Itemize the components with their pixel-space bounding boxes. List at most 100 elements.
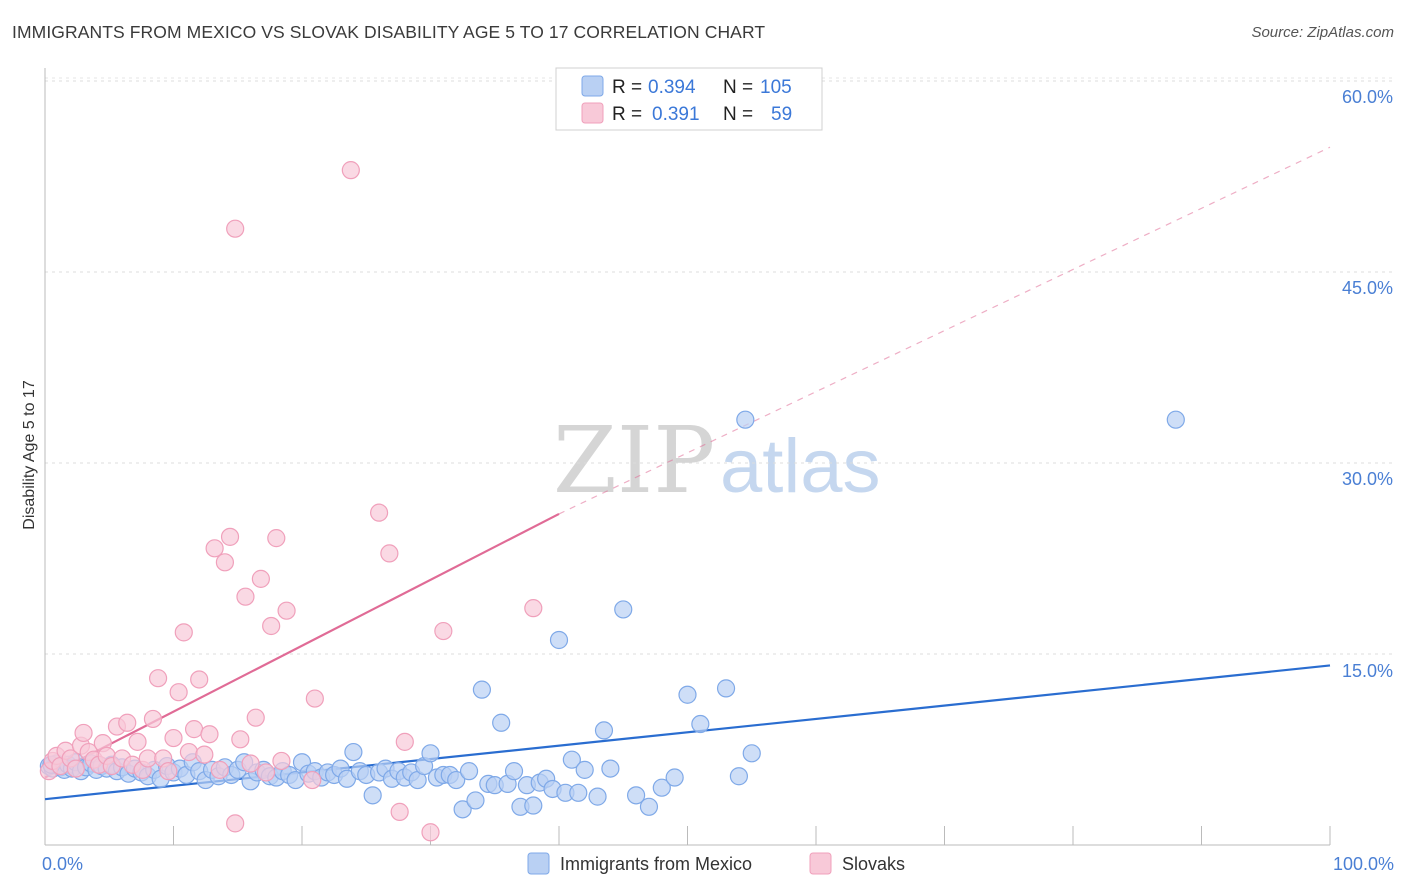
legend-swatch-mexico [581,75,604,97]
slovak-point [226,814,245,833]
mexico-point [601,759,620,778]
slovak-point [128,732,147,751]
mexico-point [492,713,511,732]
legend-r-label-mexico: R = [612,77,642,98]
slovak-point [159,762,178,781]
series-slovaks [39,161,543,842]
chart-title: IMMIGRANTS FROM MEXICO VS SLOVAK DISABIL… [12,22,766,42]
slovak-point [210,760,229,779]
legend-swatch-slovaks [581,102,604,124]
mexico-point [562,750,581,769]
slovak-point [220,527,240,546]
y-tick-label-30: 30.0% [1342,469,1393,489]
mexico-point [588,787,607,806]
chart-source: Source: ZipAtlas.com [1251,24,1394,41]
mexico-point [575,760,594,779]
slovak-point [370,503,389,522]
y-axis-label: Disability Age 5 to 17 [21,380,38,530]
slovak-point [184,720,204,739]
slovak-point [195,745,214,764]
slovak-point [118,713,137,732]
mexico-point [678,685,697,704]
mexico-point [691,714,710,734]
slovak-point [66,759,85,778]
x-tick-label-min: 0.0% [42,854,83,874]
slovak-point [179,742,199,762]
slovak-point [305,689,324,708]
legend-n-mexico: 105 [760,77,792,98]
data-points [39,161,1185,842]
slovak-point [267,529,286,548]
slovak-point [148,669,168,688]
y-tick-label-45: 45.0% [1342,278,1393,298]
legend-box: R = 0.394 N = 105 R = 0.391 N = 59 [555,67,823,131]
mexico-point [665,768,684,787]
legend-n-slovaks: 59 [771,104,792,125]
slovak-point [241,754,260,773]
slovak-point [143,709,163,729]
legend-n-label-mexico: N = [723,77,753,98]
mexico-point [594,721,614,740]
slovak-point [395,732,414,751]
slovak-point [138,749,157,768]
grid [45,77,1395,655]
legend-r-slovaks: 0.391 [652,104,700,125]
slovak-point [277,601,296,620]
mexico-point [524,796,543,815]
y-tick-label-60: 60.0% [1342,87,1393,107]
slovak-point [231,730,250,749]
slovak-point [390,802,409,821]
mexico-point [453,800,472,819]
y-tick-label-15: 15.0% [1342,661,1393,681]
slovak-point [164,728,183,748]
mexico-point [344,742,363,762]
trend-line-slovaks [44,512,560,779]
legend-r-label-slovaks: R = [612,104,642,125]
bottom-legend-label-mexico: Immigrants from Mexico [560,854,752,874]
mexico-point [459,762,479,781]
slovak-point [421,823,440,842]
slovak-point [256,763,276,782]
mexico-point [466,791,485,810]
slovak-point [380,544,399,563]
mexico-point [614,600,633,619]
mexico-point [569,783,588,802]
slovak-point [341,161,360,180]
axes [44,68,1331,846]
mexico-point [421,744,440,763]
mexico-point [363,786,382,805]
mexico-point [549,630,569,650]
x-tick-label-max: 100.0% [1333,854,1394,874]
slovak-point [169,683,188,702]
mexico-point [652,778,671,797]
slovak-point [215,553,234,572]
slovak-point [190,670,209,689]
slovak-point [434,621,453,641]
slovak-point [272,751,291,771]
mexico-point [729,767,749,786]
slovak-point [251,569,270,588]
mexico-point [736,410,755,429]
mexico-point [742,744,761,763]
slovak-point [205,539,224,558]
bottom-legend: Immigrants from Mexico Slovaks [527,852,905,875]
slovak-point [226,219,245,238]
slovak-point [236,587,255,606]
trend-extension-slovaks [558,146,1331,515]
mexico-point [1166,410,1185,429]
mexico-point [639,797,659,816]
mexico-point [716,679,736,698]
mexico-point [626,786,646,805]
slovak-point [74,723,93,743]
mexico-point [472,680,491,699]
bottom-legend-label-slovaks: Slovaks [842,854,905,874]
slovak-point [524,599,543,618]
slovak-point [262,616,281,636]
slovak-point [200,725,219,744]
mexico-point [504,762,524,781]
bottom-legend-swatch-slovaks [809,852,832,875]
slovak-point [303,770,322,790]
legend-n-label-slovaks: N = [723,104,753,125]
watermark-atlas: atlas [720,424,881,509]
